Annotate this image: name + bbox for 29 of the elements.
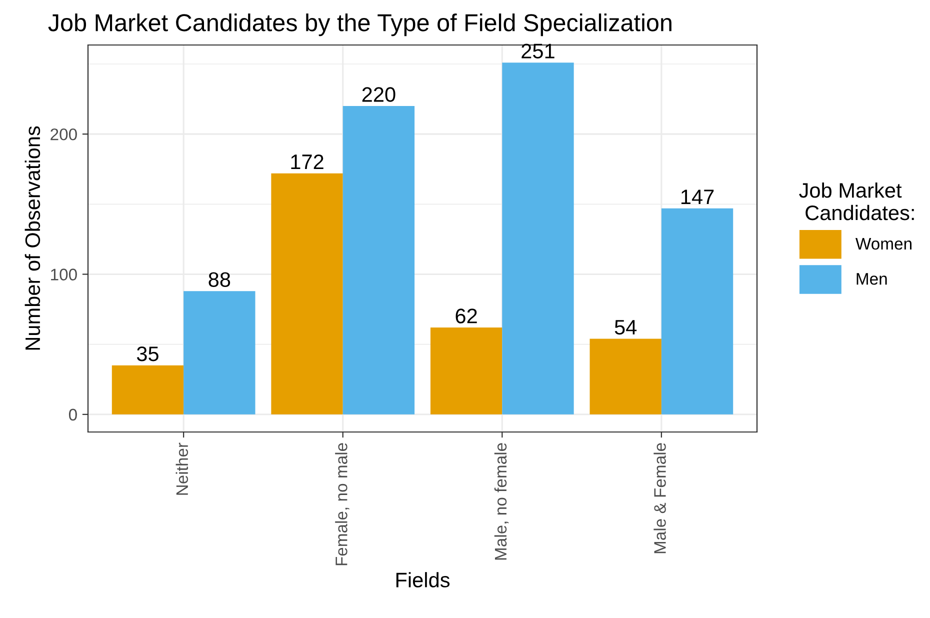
x-axis-title: Fields [396,572,450,588]
x-tick-label: Neither [176,442,188,495]
y-tick-label: 200 [50,128,77,140]
data-label: 172 [291,154,324,169]
data-label: 147 [681,190,714,204]
y-axis-title: Number of Observations [24,126,40,350]
bar [342,106,415,414]
data-label: 62 [456,308,477,324]
bar [112,365,184,414]
y-tick-label: 100 [51,268,77,280]
bar [184,291,256,414]
x-tick-label: Male, no female [494,443,509,560]
bar [430,328,502,414]
legend-title: Job Market Candidates: [799,182,914,220]
legend-label: Men [856,273,887,285]
chart-title: Job Market Candidates by the Type of Field Specialization [48,13,672,36]
bar [590,338,662,414]
x-tick-label: Male & Female [654,443,666,554]
data-label: 251 [522,44,554,58]
bar [661,208,734,414]
legend-label: Women [856,238,912,250]
bar [502,62,574,414]
data-label: 88 [208,272,230,287]
data-label: 220 [362,87,396,102]
bar [271,173,343,414]
data-label: 35 [136,346,158,362]
y-tick-label: 0 [68,408,77,421]
x-tick-label: Female, no male [335,443,350,566]
data-label: 54 [614,320,637,335]
